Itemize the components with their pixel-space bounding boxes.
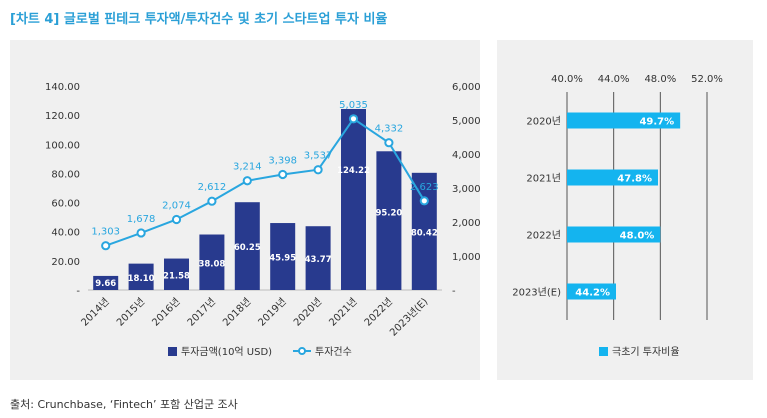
- deal-count-point: [207, 196, 217, 206]
- investment-bar: [305, 226, 331, 290]
- combo-chart-panel: - 20.00 40.00 60.00 80.00 100.00 120.00 140.00 -…: [10, 40, 481, 380]
- y-category-label: 2022년: [526, 230, 561, 242]
- legend-line-label: 투자건수: [315, 346, 352, 358]
- ratio-chart-panel: 40.0% 44.0% 48.0% 52.0% 2020년 49.7% 2021년 47.8%…: [497, 40, 753, 380]
- deal-count-point: [278, 169, 288, 180]
- bar-value-label: 9.66: [95, 279, 116, 289]
- ratio-value-label: 44.2%: [575, 288, 610, 299]
- x-tick-label: 52.0%: [691, 74, 723, 85]
- ratio-bar: [567, 169, 658, 186]
- combo-chart: - 20.00 40.00 60.00 80.00 100.00 120.00 140.00 -…: [45, 82, 481, 358]
- y-left-tick-label: 80.00: [51, 169, 80, 180]
- y-left-tick-label: 60.00: [51, 199, 80, 210]
- investment-bar: [128, 263, 154, 290]
- investment-bar: [376, 151, 402, 290]
- deal-count-point: [242, 176, 252, 186]
- deal-count-point: [171, 214, 182, 225]
- x-tick-label: 2022년: [362, 296, 395, 329]
- deal-count-point: [136, 228, 146, 238]
- y-right-tick-label: 5,000: [452, 116, 480, 127]
- deal-count-point: [313, 165, 323, 175]
- line-value-label: 1,678: [127, 214, 156, 225]
- line-value-label: 2,612: [198, 182, 227, 193]
- y-right-tick-label: -: [452, 286, 456, 297]
- y-right-tick-label: 6,000: [452, 82, 480, 93]
- bar-value-label: 21.58: [163, 271, 190, 281]
- x-tick-label: 2019년: [256, 296, 289, 329]
- y-right-tick-label: 2,000: [452, 218, 480, 229]
- bar-value-label: 95.20: [375, 208, 402, 218]
- x-tick-label: 2015년: [114, 296, 147, 329]
- line-value-label: 1,303: [91, 227, 120, 238]
- legend-bar-swatch: [168, 347, 177, 356]
- ratio-bar-chart: 40.0% 44.0% 48.0% 52.0% 2020년 49.7% 2021년 47.8%…: [512, 74, 723, 358]
- legend-line-marker: [298, 347, 306, 355]
- x-tick-label: 2018년: [220, 296, 253, 329]
- bar-value-label: 45.95: [269, 254, 296, 264]
- x-tick-label: 2014년: [79, 296, 112, 329]
- line-value-label: 3,398: [268, 155, 297, 166]
- ratio-bar: [567, 226, 661, 243]
- line-value-label: 3,537: [304, 151, 333, 162]
- y-category-label: 2020년: [526, 116, 561, 128]
- source-note: 출처: Crunchbase, ‘Fintech’ 포함 산업군 조사: [10, 398, 238, 411]
- ratio-bar: [567, 112, 681, 129]
- ratio-value-label: 47.8%: [617, 174, 652, 185]
- x-tick-label: 2016년: [150, 296, 183, 329]
- y-right-tick-label: 3,000: [452, 184, 480, 195]
- y-left-tick-label: 100.00: [45, 140, 80, 151]
- ratio-value-label: 49.7%: [639, 117, 674, 128]
- y-left-tick-label: 20.00: [51, 257, 80, 268]
- y-right-tick-label: 4,000: [452, 150, 480, 161]
- investment-bar: [199, 234, 225, 290]
- investment-bar: [234, 202, 260, 290]
- line-value-label: 2,074: [162, 200, 191, 211]
- deal-count-point: [348, 114, 359, 124]
- line-value-label: 2,623: [410, 182, 439, 193]
- y-left-tick-label: 40.00: [51, 228, 80, 239]
- y-left-tick-label: 120.00: [45, 111, 80, 122]
- y-left-tick-label: 140.00: [45, 82, 80, 93]
- x-tick-label: 2021년: [327, 296, 360, 329]
- legend-label: 극초기 투자비율: [612, 346, 680, 358]
- bar-value-label: 60.25: [234, 243, 261, 253]
- y-category-label: 2021년: [526, 173, 561, 185]
- line-value-label: 5,035: [339, 100, 368, 111]
- bar-value-label: 43.77: [305, 255, 332, 265]
- x-tick-label: 44.0%: [598, 74, 630, 85]
- bar-value-label: 38.08: [198, 259, 225, 269]
- line-value-label: 4,332: [375, 124, 404, 135]
- investment-bar: [93, 275, 119, 290]
- deal-count-point: [384, 138, 394, 148]
- x-tick-label: 2017년: [185, 296, 218, 329]
- x-tick-label: 2023년(E): [387, 296, 430, 339]
- investment-bar: [411, 172, 437, 290]
- legend-bar-label: 투자금액(10억 USD): [181, 346, 272, 358]
- y-right-tick-label: 1,000: [452, 252, 480, 263]
- ratio-bar: [567, 283, 616, 300]
- line-value-label: 3,214: [233, 162, 262, 173]
- bar-value-label: 124.22: [337, 166, 370, 176]
- ratio-value-label: 48.0%: [620, 231, 655, 242]
- investment-bar: [341, 108, 366, 290]
- x-tick-label: 2020년: [291, 296, 324, 329]
- deal-count-point: [419, 196, 429, 206]
- y-category-label: 2023년(E): [512, 287, 561, 299]
- x-tick-label: 48.0%: [644, 74, 676, 85]
- bar-value-label: 18.10: [128, 274, 155, 284]
- bar-value-label: 80.42: [411, 228, 438, 238]
- investment-bar: [164, 258, 189, 290]
- investment-bar: [270, 223, 296, 290]
- legend-swatch: [599, 347, 608, 356]
- chart-title: [차트 4] 글로벌 핀테크 투자액/투자건수 및 초기 스타트업 투자 비율: [10, 12, 388, 27]
- x-tick-label: 40.0%: [551, 74, 583, 85]
- deal-count-line: [105, 117, 426, 247]
- deal-count-point: [101, 241, 111, 251]
- y-left-tick-label: -: [76, 286, 80, 297]
